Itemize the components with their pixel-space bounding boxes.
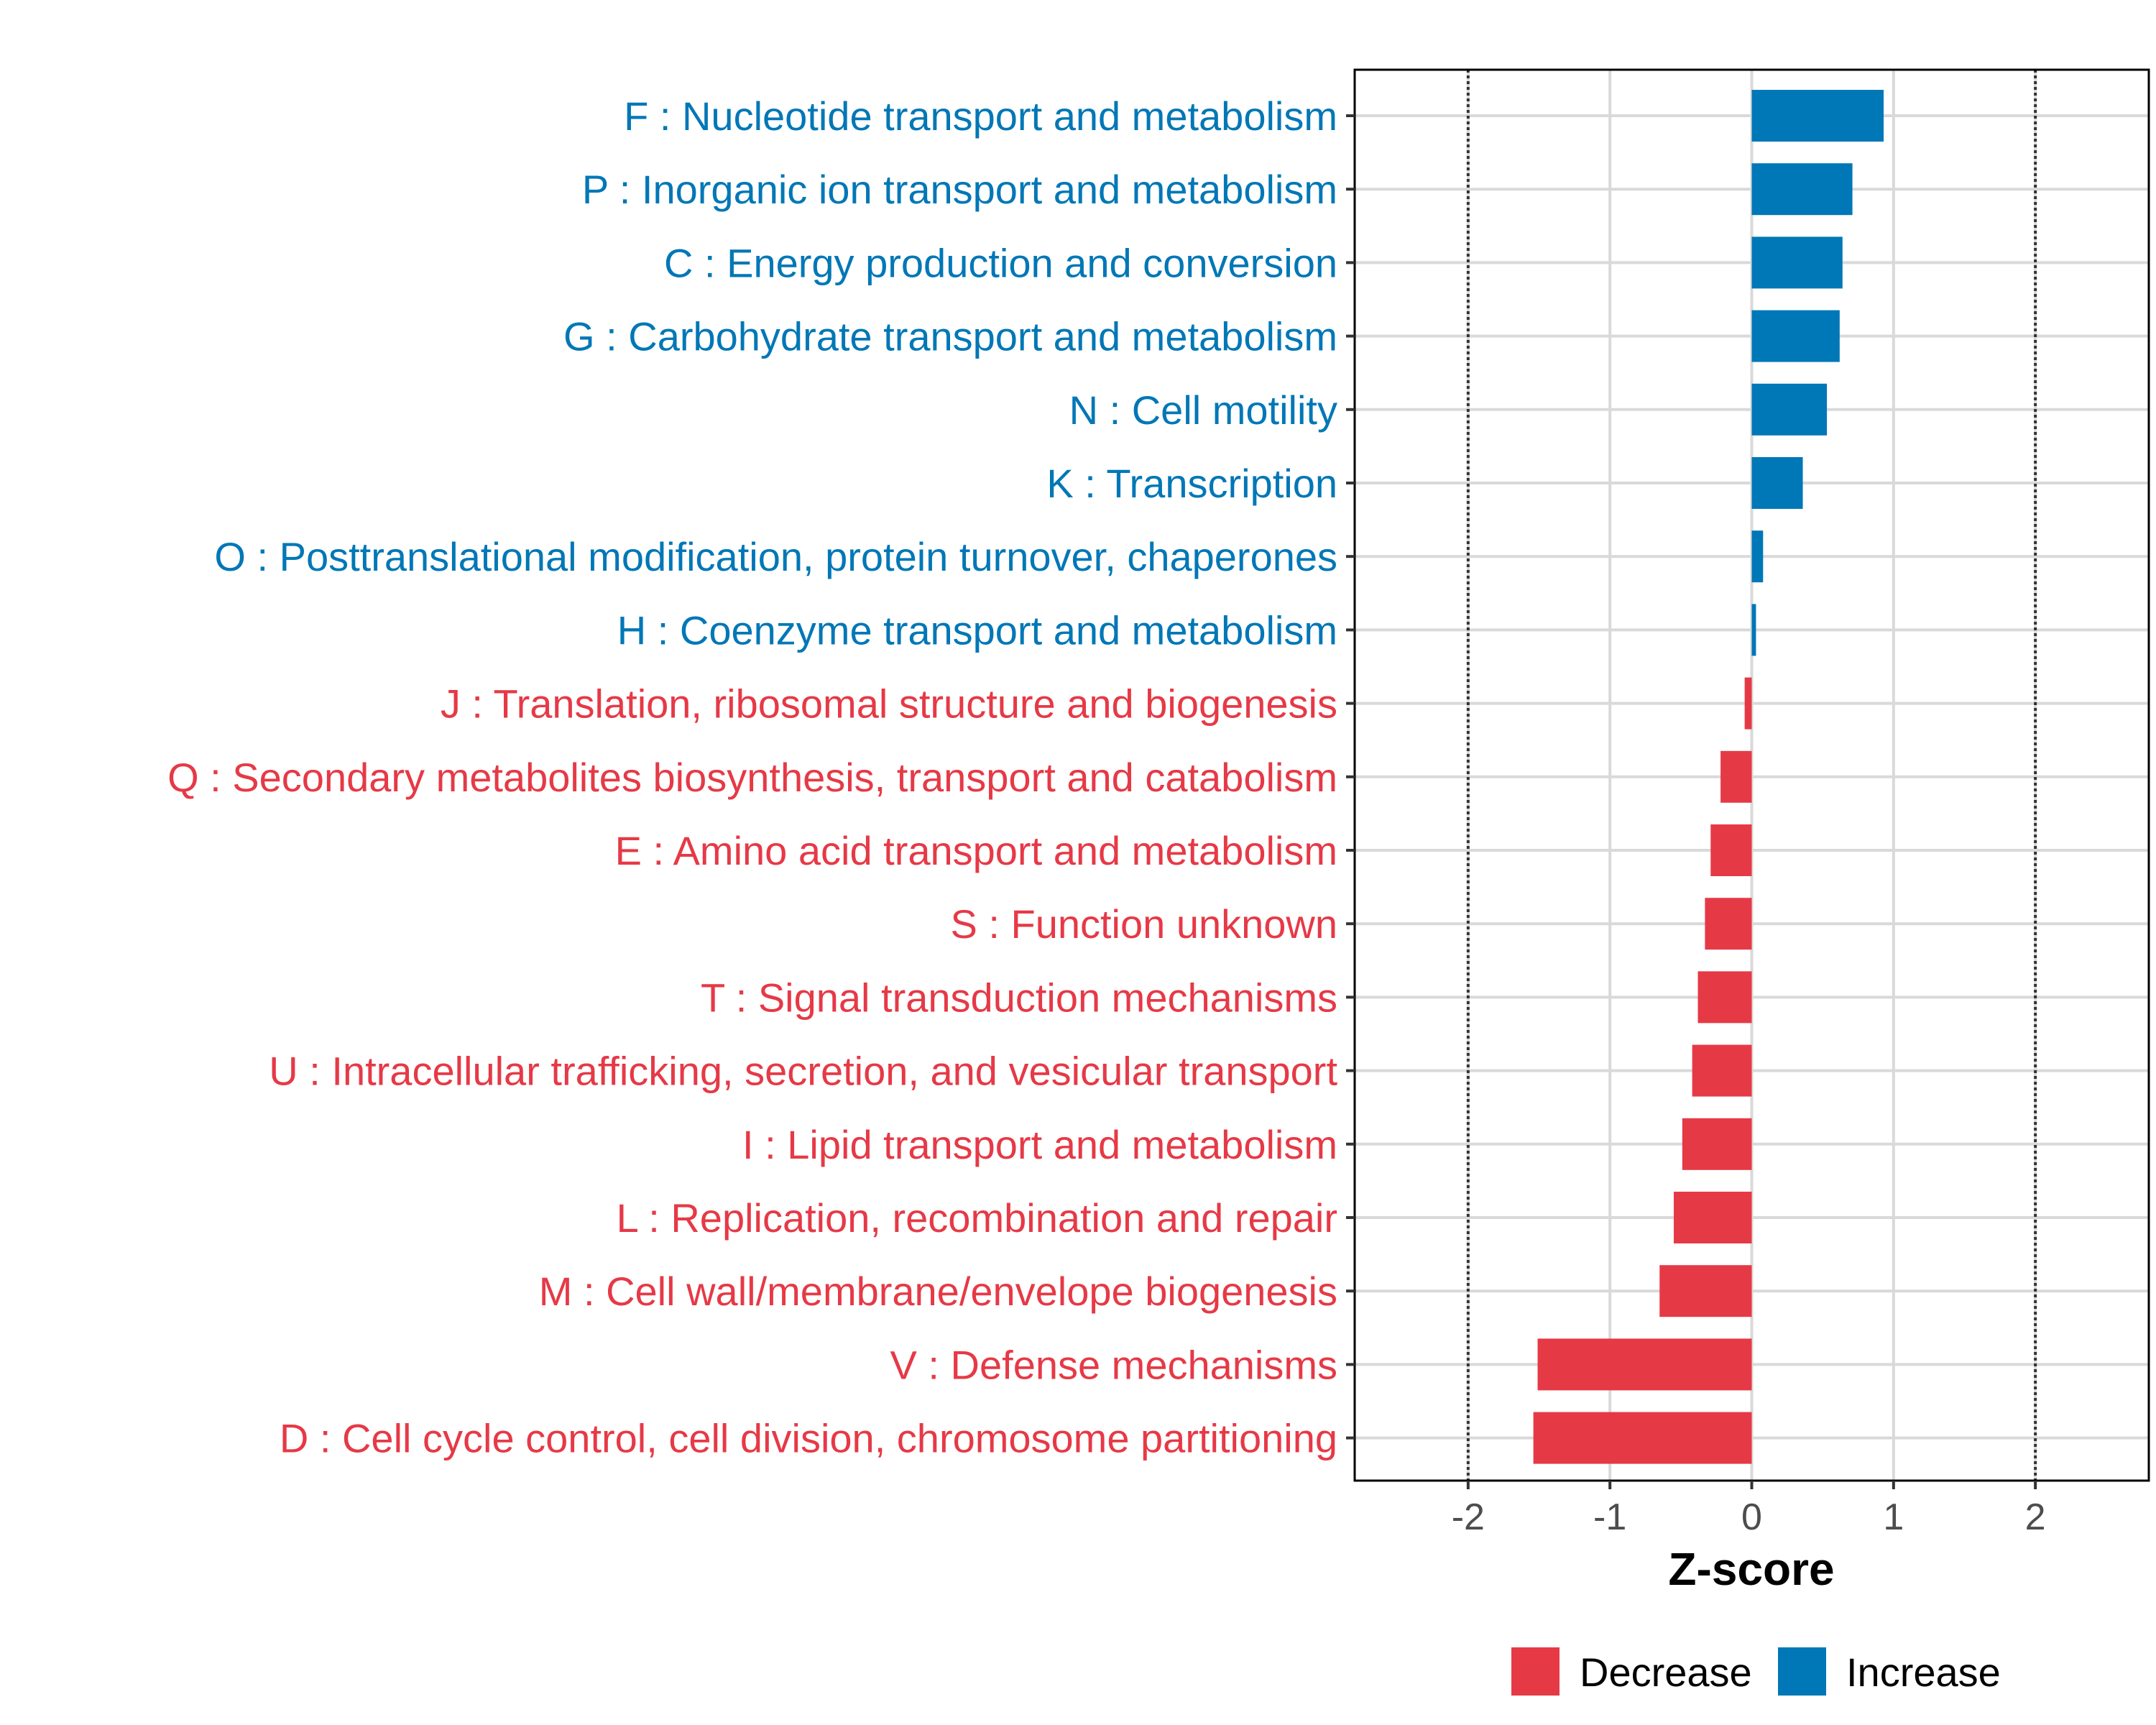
legend-swatch-decrease — [1511, 1647, 1560, 1696]
bar-u — [1692, 1044, 1752, 1097]
category-label: K : Transcription — [1046, 461, 1337, 506]
x-tick-label: -1 — [1593, 1496, 1626, 1538]
bar-p — [1751, 163, 1853, 216]
category-label: M : Cell wall/membrane/envelope biogenes… — [539, 1269, 1337, 1314]
bar-t — [1697, 971, 1752, 1024]
bar-h — [1751, 604, 1756, 656]
bar-g — [1751, 310, 1840, 362]
bar-n — [1751, 383, 1828, 436]
category-label: P : Inorganic ion transport and metaboli… — [582, 167, 1337, 212]
bar-m — [1659, 1265, 1752, 1317]
bar-e — [1710, 824, 1752, 876]
bar-k — [1751, 457, 1803, 509]
category-label: C : Energy production and conversion — [664, 240, 1337, 285]
reference-lines — [1466, 70, 2037, 1481]
bar-l — [1673, 1192, 1752, 1243]
category-label: E : Amino acid transport and metabolism — [615, 828, 1337, 873]
bar-o — [1751, 530, 1764, 583]
bar-q — [1720, 750, 1752, 803]
bar-i — [1682, 1118, 1752, 1170]
legend-label-increase: Increase — [1846, 1650, 2001, 1695]
x-axis-ticks: -2 -1 0 1 2 — [1452, 1481, 2046, 1538]
category-label: J : Translation, ribosomal structure and… — [441, 681, 1337, 727]
category-label: N : Cell motility — [1069, 387, 1337, 433]
category-label: S : Function unknown — [950, 901, 1337, 947]
x-tick-label: 0 — [1741, 1496, 1762, 1538]
category-label: O : Posttranslational modification, prot… — [214, 534, 1337, 579]
x-axis-title: Z-score — [1668, 1543, 1834, 1595]
category-label: D : Cell cycle control, cell division, c… — [280, 1416, 1337, 1461]
bar-d — [1533, 1412, 1752, 1464]
legend: Decrease Increase — [1511, 1647, 2001, 1696]
x-tick-label: 1 — [1883, 1496, 1904, 1538]
category-label: L : Replication, recombination and repai… — [617, 1195, 1337, 1241]
category-label: I : Lipid transport and metabolism — [742, 1122, 1337, 1167]
bar-j — [1744, 677, 1752, 730]
bar-f — [1751, 90, 1884, 142]
category-label: T : Signal transduction mechanisms — [701, 975, 1337, 1020]
category-label: V : Defense mechanisms — [890, 1342, 1337, 1387]
category-label: Q : Secondary metabolites biosynthesis, … — [167, 755, 1337, 800]
legend-label-decrease: Decrease — [1580, 1650, 1752, 1695]
bars-layer — [1533, 90, 1884, 1464]
legend-swatch-increase — [1778, 1647, 1826, 1696]
category-label: H : Coenzyme transport and metabolism — [617, 607, 1337, 653]
x-tick-label: 2 — [2025, 1496, 2046, 1538]
bar-v — [1537, 1338, 1752, 1391]
category-label: G : Carbohydrate transport and metabolis… — [563, 314, 1337, 359]
x-tick-label: -2 — [1452, 1496, 1485, 1538]
category-label: U : Intracellular trafficking, secretion… — [269, 1049, 1337, 1094]
bar-s — [1705, 898, 1752, 950]
y-axis-ticks: F : Nucleotide transport and metabolism P… — [167, 93, 1355, 1461]
bar-c — [1751, 236, 1843, 289]
category-label: F : Nucleotide transport and metabolism — [624, 93, 1337, 139]
